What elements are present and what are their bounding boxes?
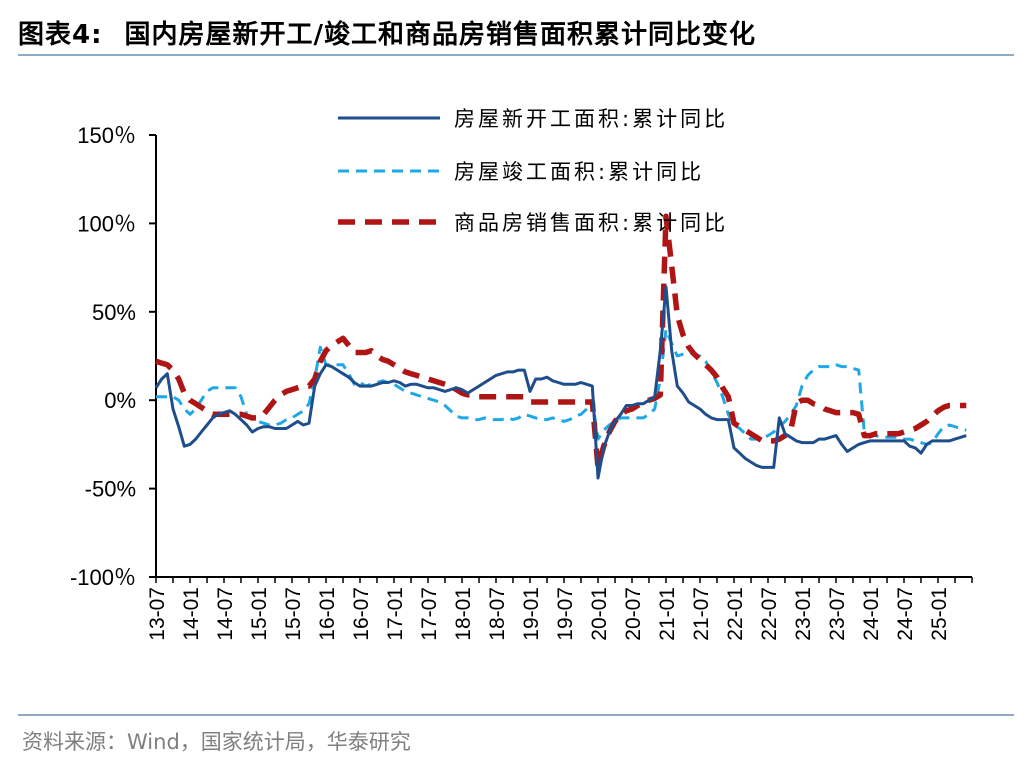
x-tick-label: 16-07 xyxy=(350,587,373,641)
x-tick-label: 24-07 xyxy=(894,587,917,641)
top-rule xyxy=(18,54,1014,56)
x-tick-label: 23-01 xyxy=(792,587,815,641)
x-tick-label: 22-01 xyxy=(724,587,747,641)
x-tick-label: 24-01 xyxy=(860,587,883,641)
x-tick-label: 17-01 xyxy=(384,587,407,641)
x-tick-label: 18-07 xyxy=(486,587,509,641)
x-tick-label: 19-07 xyxy=(554,587,577,641)
x-tick-label: 23-07 xyxy=(826,587,849,641)
y-tick-label: -100％ xyxy=(70,565,136,590)
x-tick-label: 14-07 xyxy=(214,587,237,641)
series-layer xyxy=(154,213,967,480)
series-line-0 xyxy=(154,285,967,480)
legend-label-1: 房屋竣工面积:累计同比 xyxy=(454,160,704,184)
x-tick-label: 25-01 xyxy=(928,587,951,641)
x-tick-label: 18-01 xyxy=(452,587,475,641)
figure-title-text: 国内房屋新开工/竣工和商品房销售面积累计同比变化 xyxy=(124,20,756,50)
chart-axes: -100％ -50% 0% 50% 100％ 150％ 13-07 14-01 14-07 15-… xyxy=(70,123,973,641)
bottom-rule xyxy=(18,714,1014,716)
legend-label-2: 商品房销售面积:累计同比 xyxy=(454,211,728,235)
x-tick-label: 19-01 xyxy=(520,587,543,641)
figure-title: 图表4: 国内房屋新开工/竣工和商品房销售面积累计同比变化 xyxy=(18,14,756,51)
y-tick-label: 0% xyxy=(104,388,136,413)
source-note: 资料来源：Wind，国家统计局，华泰研究 xyxy=(22,730,411,754)
x-tick-label: 22-07 xyxy=(758,587,781,641)
series-line-2 xyxy=(155,213,967,471)
legend-label-0: 房屋新开工面积:累计同比 xyxy=(454,107,728,131)
x-tick-label: 15-01 xyxy=(248,587,271,641)
x-tick-label: 21-07 xyxy=(690,587,713,641)
x-tick-label: 21-01 xyxy=(656,587,679,641)
y-tick-label: -50% xyxy=(85,477,136,502)
x-tick-label: 13-07 xyxy=(146,587,169,641)
x-tick-label: 14-01 xyxy=(180,587,203,641)
x-tick-label: 20-01 xyxy=(588,587,611,641)
y-tick-label: 50% xyxy=(92,300,136,325)
x-tick-label: 15-07 xyxy=(282,587,305,641)
y-tick-label: 150％ xyxy=(77,123,136,148)
y-tick-label: 100％ xyxy=(77,211,136,236)
figure-label: 图表4: xyxy=(18,20,103,50)
x-tick-label: 16-01 xyxy=(316,587,339,641)
x-tick-label: 20-07 xyxy=(622,587,645,641)
x-tick-label: 17-07 xyxy=(418,587,441,641)
